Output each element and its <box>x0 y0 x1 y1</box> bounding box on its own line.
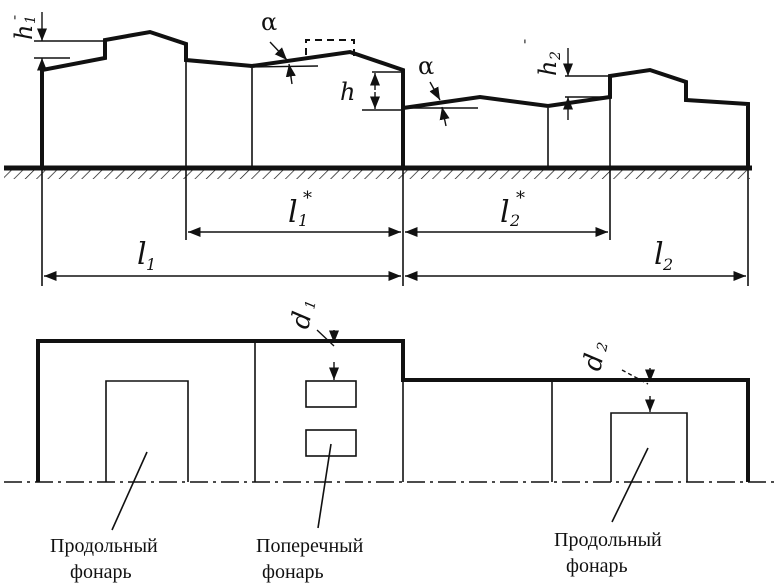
plan-outline <box>36 339 750 482</box>
h-label: h <box>340 78 355 106</box>
leader-left <box>111 451 148 531</box>
h2-sub: 2 <box>548 51 564 61</box>
caption-right-line1: Продольный <box>554 529 662 551</box>
left-longitudinal-skylight <box>105 380 189 482</box>
plan-view: d 1 d 2 Продольный фонарь Поперечный фон… <box>4 299 776 583</box>
alpha-right-arrow-top <box>429 81 441 101</box>
l2-sub: 2 <box>662 255 673 274</box>
l2-star-asterisk: * <box>516 188 525 209</box>
right-building-roof <box>402 67 750 168</box>
alpha-left-arrow-top <box>269 41 288 61</box>
l2-star-sub: 2 <box>509 211 520 230</box>
l2-star-label: l <box>500 195 510 230</box>
dashed-monitor-outline <box>305 39 355 56</box>
h2-label: h <box>534 61 562 76</box>
d1-sub: 1 <box>302 299 320 311</box>
alpha-right-arrow-bottom <box>439 106 450 127</box>
d1-label: d <box>286 309 319 332</box>
caption-center-line1: Поперечный <box>256 535 364 557</box>
right-longitudinal-skylight <box>610 412 688 482</box>
l1-star-label: l <box>288 195 298 230</box>
section-view: h 1 ' α h α h 2 ' l 1 <box>4 8 752 286</box>
caption-right-line2: фонарь <box>566 555 628 577</box>
caption-left-line1: Продольный <box>50 535 158 557</box>
alpha-left-base <box>249 65 319 68</box>
transverse-skylight-top <box>305 380 357 408</box>
caption-left-line2: фонарь <box>70 561 132 583</box>
transverse-skylight-bottom <box>305 429 357 457</box>
leader-center <box>317 443 332 529</box>
h1-sub: 1 <box>23 15 39 24</box>
alpha-left-label: α <box>261 8 277 36</box>
h2-prime: ' <box>523 38 527 54</box>
l1-label: l <box>137 237 147 272</box>
h1-label: h <box>10 25 38 40</box>
l1-sub: 1 <box>146 255 156 274</box>
l2-label: l <box>654 237 664 272</box>
l1-star-asterisk: * <box>303 188 312 209</box>
alpha-right-label: α <box>418 52 434 80</box>
l1-star-sub: 1 <box>298 211 308 230</box>
leader-right <box>611 447 649 523</box>
d2-leader <box>621 369 649 385</box>
d1-leader <box>316 329 335 347</box>
d2-label: d <box>578 351 611 374</box>
h1-prime: ' <box>13 14 17 30</box>
d2-sub: 2 <box>594 341 612 354</box>
caption-center-line2: фонарь <box>262 561 324 583</box>
left-building-roof <box>40 29 405 168</box>
alpha-left-arrow-bottom <box>285 63 296 85</box>
ground-hatch <box>4 168 750 179</box>
